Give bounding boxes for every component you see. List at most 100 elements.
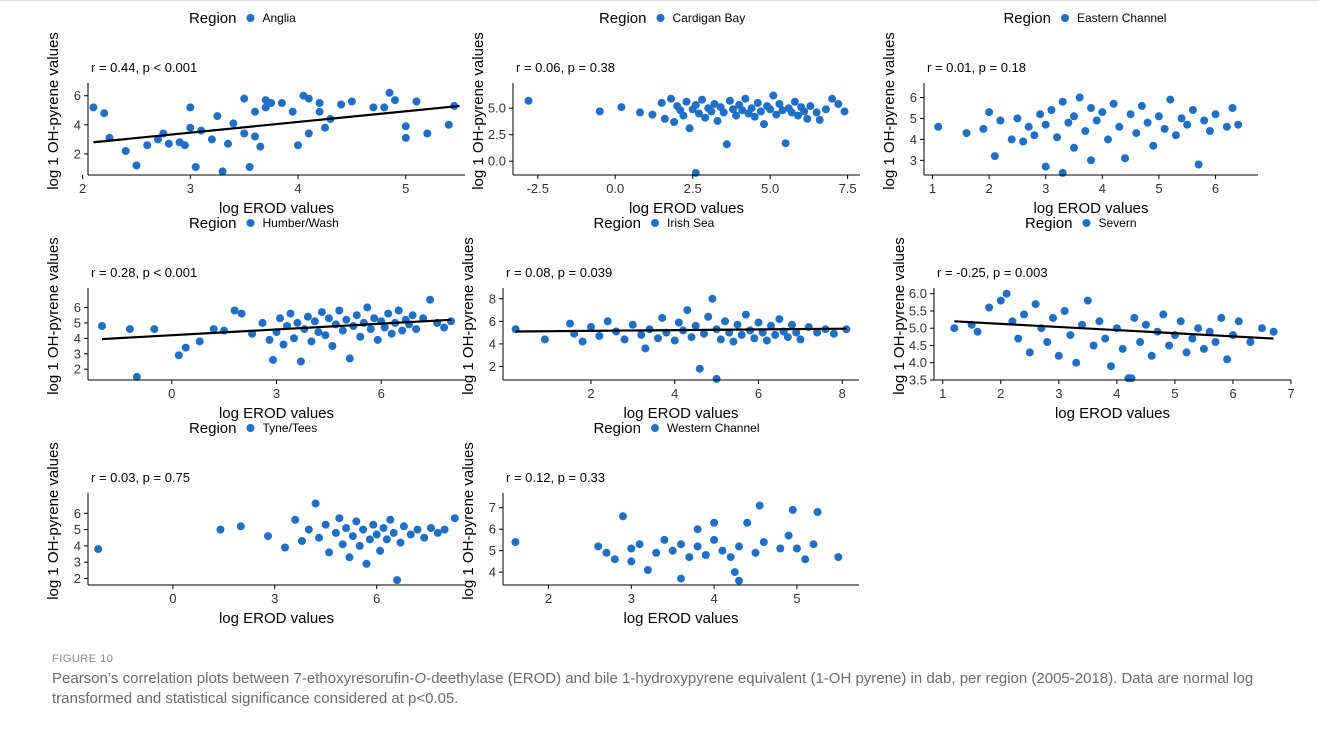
data-point [1064, 118, 1073, 127]
data-point [154, 135, 162, 144]
legend-marker [651, 219, 659, 227]
data-point [792, 544, 801, 553]
data-point [386, 515, 395, 524]
data-point [180, 141, 189, 150]
x-tick-label: 7.5 [839, 181, 857, 196]
data-point [288, 107, 297, 116]
data-point [296, 357, 305, 366]
data-point [695, 364, 704, 373]
data-point [619, 512, 627, 521]
legend-marker [246, 424, 255, 432]
y-tick-label: 3.5 [909, 373, 927, 388]
data-point [363, 303, 372, 312]
data-point [790, 97, 799, 106]
y-tick-label: 5.0 [488, 101, 506, 116]
data-point [712, 374, 721, 383]
data-point [1104, 135, 1112, 144]
data-point [726, 553, 735, 562]
data-point [721, 317, 729, 326]
data-point [834, 553, 843, 562]
data-point [704, 312, 713, 321]
y-tick-label: 6 [74, 300, 81, 315]
data-point [240, 94, 249, 103]
data-point [1188, 106, 1197, 114]
data-point [751, 548, 760, 557]
data-point [1013, 114, 1022, 123]
data-point [682, 97, 691, 106]
data-point [735, 576, 743, 585]
data-point [1024, 122, 1033, 131]
y-tick-label: 4 [489, 565, 496, 580]
data-point [345, 553, 354, 562]
data-point [1058, 97, 1067, 106]
data-point [1130, 313, 1139, 322]
data-point [718, 546, 727, 555]
data-point [701, 551, 710, 559]
data-point [595, 107, 604, 116]
data-point [691, 321, 700, 330]
data-point [279, 340, 288, 349]
data-point [331, 528, 340, 537]
data-point [595, 332, 604, 340]
data-point [710, 535, 719, 544]
data-point [1030, 131, 1039, 140]
data-point [610, 555, 619, 564]
data-point [408, 311, 417, 320]
legend-label: Humber/Wash [263, 216, 339, 230]
caption-part-italic: O [414, 670, 427, 687]
data-point [677, 574, 685, 583]
data-point [433, 528, 442, 537]
data-point [628, 320, 637, 329]
data-point [286, 309, 295, 318]
data-point [685, 124, 694, 133]
data-point [979, 124, 988, 133]
data-point [834, 100, 843, 108]
legend-marker [651, 424, 659, 432]
scatter-panel: Region Eastern Channel r = 0.01, p = 0.18 1… [881, 10, 1258, 217]
y-tick-label: 5 [74, 315, 81, 330]
data-point [996, 116, 1005, 125]
data-point [815, 115, 824, 124]
y-tick-label: 4.5 [909, 338, 927, 353]
data-point [342, 315, 351, 324]
data-point [1031, 300, 1040, 309]
data-point [713, 116, 722, 125]
data-point [1126, 110, 1135, 119]
data-point [511, 538, 520, 547]
y-tick-label: 6 [910, 90, 917, 105]
data-point [641, 344, 650, 353]
data-point [229, 119, 238, 128]
data-point [132, 372, 141, 381]
data-point [427, 524, 435, 532]
data-point [1092, 116, 1101, 125]
legend-marker [1061, 14, 1069, 22]
data-point [1159, 310, 1168, 319]
data-point [809, 540, 818, 549]
data-point [617, 103, 626, 112]
data-point [747, 104, 756, 113]
data-point [314, 328, 323, 337]
data-point [813, 508, 822, 516]
data-point [362, 559, 371, 568]
data-point [1053, 133, 1061, 142]
x-axis-label: log EROD values [219, 405, 334, 422]
data-point [694, 109, 703, 118]
data-point [1127, 374, 1136, 383]
scatter-panel: Region Western Channel r = 0.12, p = 0.33 2… [460, 420, 859, 627]
data-point [143, 141, 152, 150]
data-point [385, 88, 394, 97]
data-point [348, 532, 357, 541]
data-point [1041, 162, 1050, 171]
data-point [379, 524, 388, 532]
data-point [667, 94, 675, 103]
y-tick-label: 5 [910, 111, 917, 126]
data-point [683, 306, 692, 315]
data-point [216, 525, 225, 534]
data-point [660, 114, 669, 123]
legend-marker [1082, 219, 1091, 227]
figure-caption: FIGURE 10 Pearson’s correlation plots be… [52, 653, 1292, 709]
data-point [691, 101, 700, 109]
data-point [1211, 338, 1220, 346]
y-tick-label: 4 [74, 538, 81, 553]
data-point [1200, 116, 1209, 125]
